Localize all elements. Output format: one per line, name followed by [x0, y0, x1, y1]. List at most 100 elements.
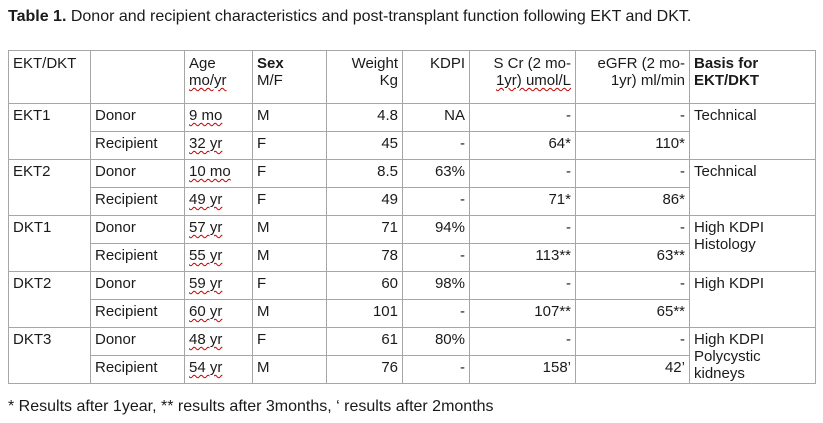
kdpi-cell: 98%	[402, 271, 470, 300]
scr-cell: 71*	[469, 187, 576, 216]
scr-cell: 158’	[469, 355, 576, 384]
sex-cell: M	[252, 299, 327, 328]
kdpi-cell: NA	[402, 103, 470, 132]
egfr-cell: 110*	[575, 131, 690, 160]
kdpi-cell: -	[402, 131, 470, 160]
header-egfr: eGFR (2 mo- 1yr) ml/min	[575, 50, 690, 104]
egfr-cell: 86*	[575, 187, 690, 216]
basis-cell: High KDPI Histology	[689, 215, 816, 272]
kdpi-cell: -	[402, 187, 470, 216]
age-cell: 60 yr	[184, 299, 253, 328]
basis-cell: High KDPI	[689, 271, 816, 328]
role-cell: Recipient	[90, 187, 185, 216]
header-weight: Weight Kg	[326, 50, 403, 104]
egfr-cell: -	[575, 215, 690, 244]
age-cell: 49 yr	[184, 187, 253, 216]
weight-cell: 101	[326, 299, 403, 328]
egfr-cell: -	[575, 103, 690, 132]
header-role	[90, 50, 185, 104]
age-cell: 48 yr	[184, 327, 253, 356]
table-row: Recipient 55 yr M 78-113** 63**	[9, 243, 816, 272]
caption-label: Table 1.	[8, 8, 67, 25]
table-row: DKT3 Donor 48 yr F 61 80% - - High KDPI Polycysti…	[8, 327, 816, 384]
header-kdpi: KDPI	[402, 50, 470, 104]
age-cell: 57 yr	[184, 215, 253, 244]
group-name-cell: DKT2	[8, 271, 91, 328]
scr-cell: -	[469, 271, 576, 300]
weight-cell: 4.8	[326, 103, 403, 132]
egfr-cell: -	[575, 271, 690, 300]
age-cell: 9 mo	[184, 103, 253, 132]
group-name-cell: DKT3	[8, 327, 91, 384]
role-cell: Donor	[90, 271, 185, 300]
scr-cell: -	[469, 103, 576, 132]
kdpi-cell: -	[402, 243, 470, 272]
egfr-cell: 65**	[575, 299, 690, 328]
header-basis: Basis for EKT/DKT	[689, 50, 816, 104]
sex-cell: F	[252, 187, 327, 216]
role-cell: Donor	[90, 159, 185, 188]
kdpi-cell: 63%	[402, 159, 470, 188]
egfr-cell: -	[575, 327, 690, 356]
sex-cell: F	[252, 271, 327, 300]
egfr-cell: 63**	[575, 243, 690, 272]
sex-cell: M	[252, 243, 327, 272]
weight-cell: 45	[326, 131, 403, 160]
basis-line2: Histology	[694, 236, 756, 253]
weight-cell: 78	[326, 243, 403, 272]
basis-line2: Polycystic kidneys	[694, 348, 761, 382]
header-age: Age mo/yr	[184, 50, 253, 104]
scr-cell: -	[469, 159, 576, 188]
table-caption: Table 1. Donor and recipient characteris…	[8, 8, 691, 26]
header-row: EKT/DKT Age mo/yr Sex M/F Weight Kg KDPI S …	[8, 50, 816, 104]
scr-cell: 64*	[469, 131, 576, 160]
weight-cell: 8.5	[326, 159, 403, 188]
basis-line1: Technical	[694, 107, 757, 124]
header-sex: Sex M/F	[252, 50, 327, 104]
role-cell: Recipient	[90, 243, 185, 272]
scr-cell: -	[469, 327, 576, 356]
table-row: DKT1 Donor 57 yr M 71 94% - - High KDPI Histology	[8, 215, 816, 272]
age-cell: 54 yr	[184, 355, 253, 384]
sex-cell: M	[252, 103, 327, 132]
sex-cell: M	[252, 355, 327, 384]
table-row: DKT2 Donor 59 yr F 60 98% - - High KDPI	[8, 271, 816, 328]
kdpi-cell: -	[402, 355, 470, 384]
table-row: Recipient 54 yr M 76-158’ 42’	[9, 355, 816, 384]
scr-cell: 113**	[469, 243, 576, 272]
basis-cell: Technical	[689, 159, 816, 216]
role-cell: Recipient	[90, 299, 185, 328]
sex-cell: F	[252, 327, 327, 356]
weight-cell: 49	[326, 187, 403, 216]
age-cell: 59 yr	[184, 271, 253, 300]
scr-cell: -	[469, 215, 576, 244]
role-cell: Recipient	[90, 355, 185, 384]
sex-cell: M	[252, 215, 327, 244]
sex-cell: F	[252, 131, 327, 160]
weight-cell: 60	[326, 271, 403, 300]
age-cell: 55 yr	[184, 243, 253, 272]
caption-text: Donor and recipient characteristics and …	[66, 8, 692, 25]
scr-cell: 107**	[469, 299, 576, 328]
characteristics-table: EKT/DKT Age mo/yr Sex M/F Weight Kg KDPI S …	[8, 50, 816, 384]
group-name-cell: EKT2	[8, 159, 91, 216]
table-row: Recipient 60 yr M 101-107** 65**	[9, 299, 816, 328]
basis-line1: High KDPI	[694, 331, 765, 348]
table-row: Recipient 32 yr F 45-64* 110*	[9, 131, 816, 160]
header-ekt-dkt: EKT/DKT	[8, 50, 91, 104]
role-cell: Donor	[90, 327, 185, 356]
basis-cell: High KDPI Polycystic kidneys	[689, 327, 816, 384]
egfr-cell: -	[575, 159, 690, 188]
weight-cell: 61	[326, 327, 403, 356]
role-cell: Donor	[90, 215, 185, 244]
role-cell: Donor	[90, 103, 185, 132]
table-footnote: * Results after 1year, ** results after …	[8, 398, 494, 415]
kdpi-cell: 80%	[402, 327, 470, 356]
kdpi-cell: 94%	[402, 215, 470, 244]
group-name-cell: EKT1	[8, 103, 91, 160]
table-row: EKT1 Donor 9 mo M 4.8 NA - - Technical	[8, 103, 816, 160]
weight-cell: 71	[326, 215, 403, 244]
table-row: Recipient 49 yr F 49-71* 86*	[9, 187, 816, 216]
weight-cell: 76	[326, 355, 403, 384]
age-cell: 32 yr	[184, 131, 253, 160]
